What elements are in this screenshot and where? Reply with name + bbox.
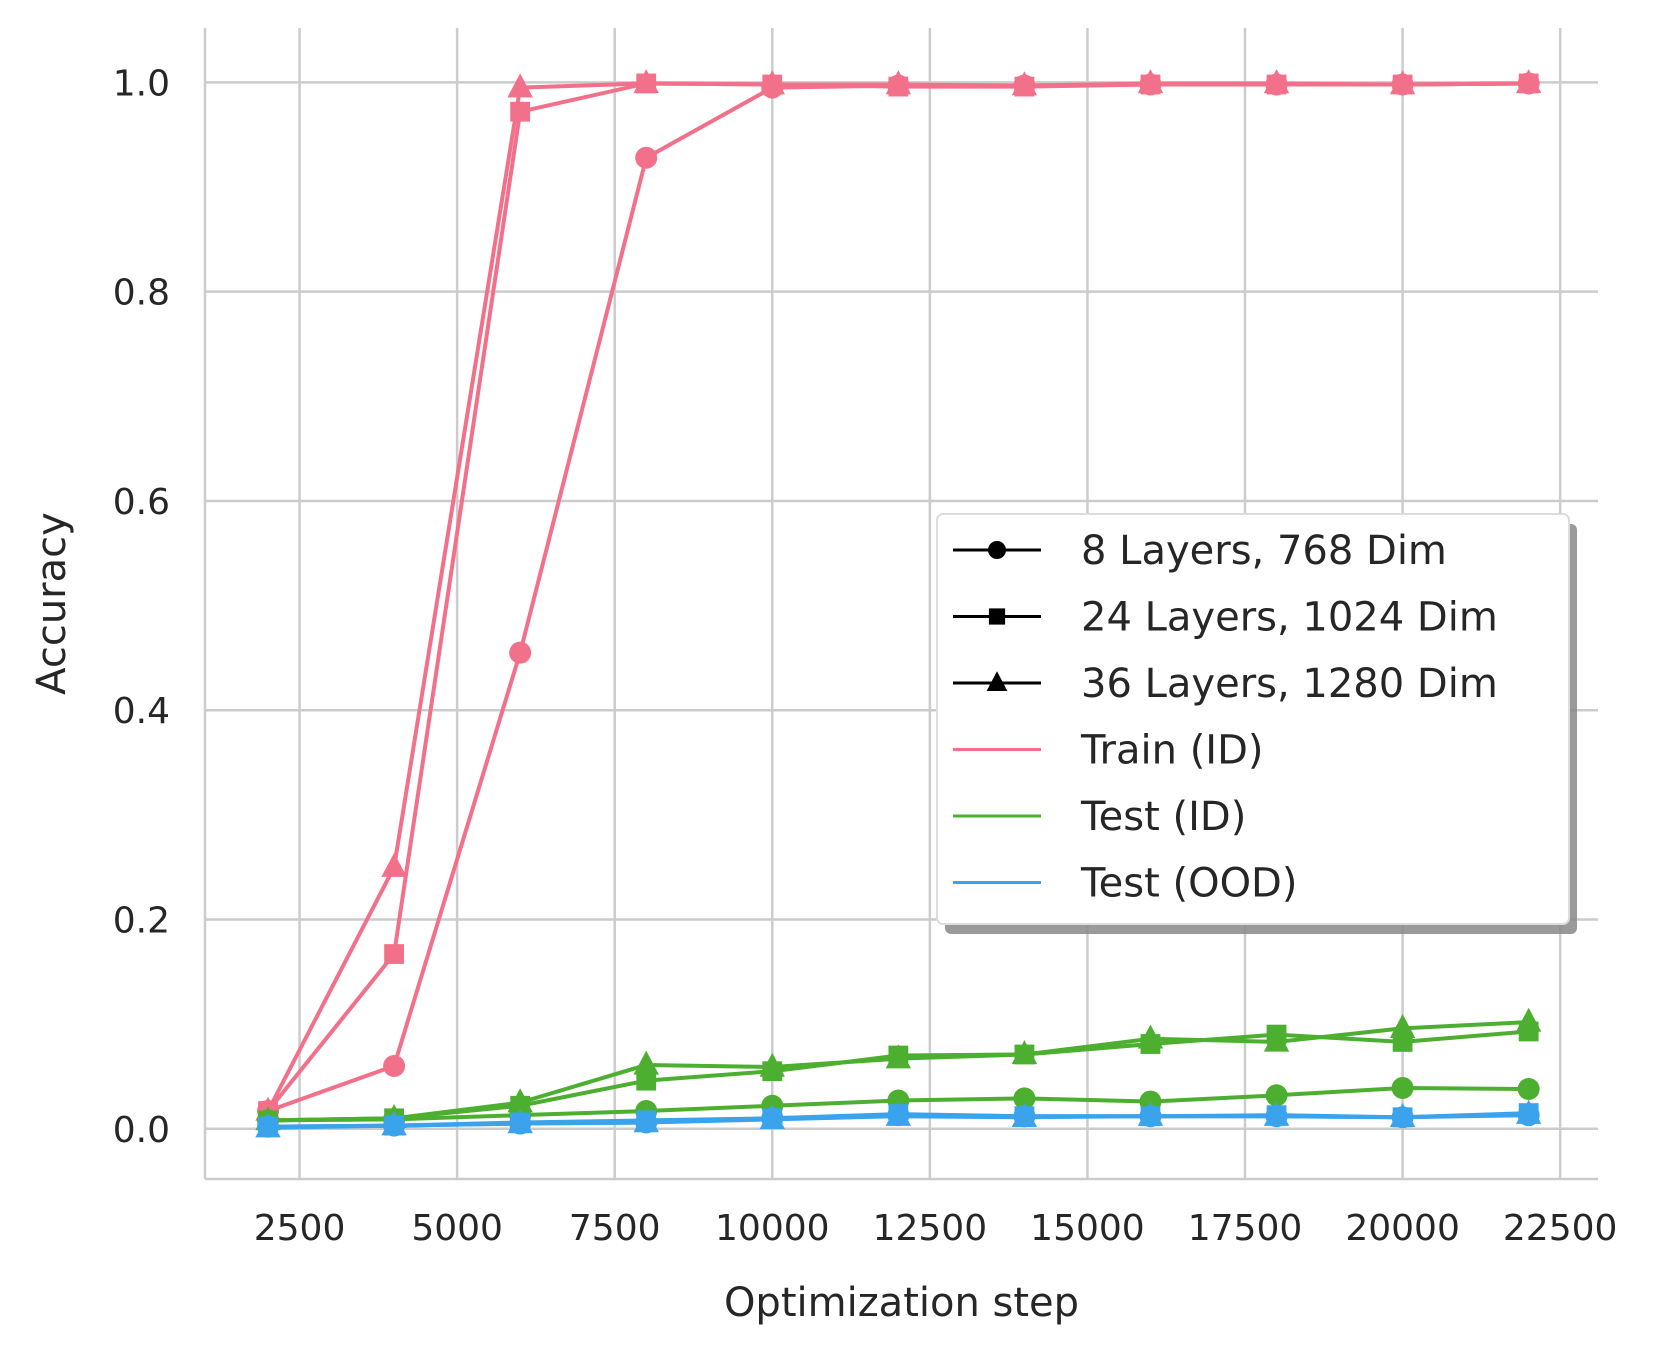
data-point — [381, 852, 407, 877]
legend-item: Test (OOD) — [953, 861, 1297, 907]
data-point — [384, 944, 404, 964]
data-point — [1515, 69, 1542, 94]
x-tick-label: 5000 — [411, 1208, 503, 1249]
data-point — [507, 1088, 533, 1113]
data-point — [633, 1050, 659, 1075]
y-axis-label: Accuracy — [29, 512, 75, 695]
data-point — [885, 1101, 912, 1126]
tick-labels: 2500 5000 7500 10000 12500 15000 17500 20000 225… — [113, 63, 1618, 1249]
legend-label: 36 Layers, 1280 Dim — [1081, 661, 1498, 707]
legend-box — [936, 513, 1570, 925]
legend: 8 Layers, 768 Dim 24 Layers, 1024 Dim 36 L… — [936, 513, 1577, 934]
data-point — [509, 641, 532, 664]
x-tick-label: 12500 — [873, 1208, 988, 1249]
legend-label: Train (ID) — [1080, 728, 1264, 774]
legend-label: 24 Layers, 1024 Dim — [1081, 595, 1498, 641]
y-tick-label: 0.6 — [113, 482, 170, 523]
data-point — [1265, 1084, 1288, 1107]
x-tick-label: 20000 — [1345, 1208, 1460, 1249]
x-tick-label: 22500 — [1503, 1208, 1618, 1249]
legend-item: 8 Layers, 768 Dim — [953, 528, 1447, 574]
data-point — [1137, 1101, 1164, 1126]
data-point — [1263, 1027, 1290, 1052]
data-point — [636, 1070, 657, 1091]
y-tick-label: 0.4 — [113, 691, 170, 732]
data-point — [635, 146, 658, 169]
data-point — [1011, 1040, 1038, 1065]
legend-label: Test (OOD) — [1080, 861, 1297, 907]
data-point — [1389, 1102, 1416, 1127]
data-point — [633, 69, 659, 94]
x-tick-label: 15000 — [1030, 1208, 1145, 1249]
data-point — [1263, 1101, 1290, 1126]
data-point — [1013, 1087, 1036, 1110]
data-point — [759, 1105, 785, 1130]
legend-item: 36 Layers, 1280 Dim — [953, 661, 1498, 707]
x-tick-label: 17500 — [1188, 1208, 1303, 1249]
x-tick-label: 2500 — [254, 1208, 346, 1249]
y-tick-label: 0.0 — [113, 1110, 170, 1151]
legend-item: Train (ID) — [953, 728, 1264, 774]
data-point — [1137, 69, 1164, 94]
legend-marker — [988, 541, 1006, 559]
data-point — [1515, 1099, 1542, 1124]
data-point — [1515, 1007, 1542, 1032]
data-point — [759, 1052, 785, 1077]
data-point — [759, 70, 785, 95]
data-point — [1011, 1102, 1038, 1127]
y-tick-label: 0.8 — [113, 273, 170, 314]
legend-item: Test (ID) — [953, 794, 1246, 840]
legend-label: Test (ID) — [1080, 794, 1246, 840]
legend-item: 24 Layers, 1024 Dim — [953, 595, 1498, 641]
legend-label: 8 Layers, 768 Dim — [1081, 528, 1447, 574]
data-point — [1389, 1014, 1416, 1039]
data-point — [1389, 70, 1416, 95]
data-point — [1263, 69, 1290, 94]
x-axis-label: Optimization step — [724, 1280, 1079, 1326]
x-tick-label: 10000 — [715, 1208, 830, 1249]
series-layer — [255, 69, 1542, 1138]
series-train-id--triangle — [255, 69, 1542, 1121]
data-point — [1137, 1024, 1164, 1049]
legend-marker — [986, 671, 1008, 691]
data-point — [507, 73, 533, 98]
data-point — [381, 1111, 407, 1136]
data-point — [507, 1109, 533, 1134]
y-tick-label: 1.0 — [113, 63, 170, 104]
legend-marker — [988, 608, 1006, 625]
series-test-ood--triangle — [255, 1099, 1542, 1138]
data-point — [1011, 71, 1038, 96]
data-point — [1517, 1078, 1540, 1101]
data-point — [885, 70, 912, 95]
axes-spines — [203, 28, 1598, 1181]
data-point — [633, 1108, 659, 1133]
y-tick-label: 0.2 — [113, 901, 170, 942]
data-point — [383, 1054, 406, 1077]
data-point — [885, 1044, 912, 1069]
data-point — [1391, 1076, 1414, 1099]
x-tick-label: 7500 — [569, 1208, 661, 1249]
data-point — [255, 1113, 281, 1138]
